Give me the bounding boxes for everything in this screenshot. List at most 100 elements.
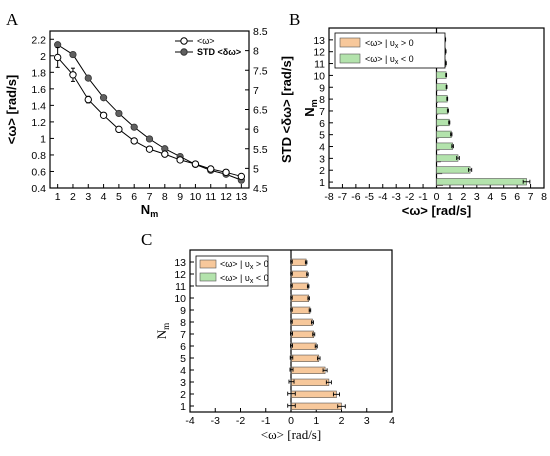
panel-a-std-point [130,123,138,131]
panel-letter-b: B [289,10,300,29]
panel-b-x-tick-label: -7 [338,191,347,203]
panel-c-bar [290,270,308,278]
panel-b-y-axis-label: Nm [302,99,319,116]
panel-a-x-tick-label: 12 [220,191,232,203]
panel-a-x-tick-label: 2 [70,191,76,203]
panel-c-bar [290,330,315,338]
panel-a-left-tick-label: 0.8 [31,150,46,162]
panel-a-left-tick-label: 0.6 [31,166,46,178]
panel-a-omega-point [237,172,246,181]
panel-c-bar [290,366,326,374]
panel-c-bar [290,294,309,302]
panel-letter-a: A [6,10,19,29]
panel-c-x-tick-label: -2 [236,415,245,427]
panel-a-std-point [54,41,62,49]
panel-a-series-std-line [57,44,242,181]
panel-c-bar [290,318,313,326]
panel-a-x-tick-label: 5 [116,191,122,203]
panel-b-bar [436,166,471,174]
panel-b-y-tick-label: 12 [313,47,325,59]
panel-a-right-tick-label: 5 [253,163,259,175]
panel-c-y-tick-label: 5 [180,353,186,365]
panel-c-y-tick-label: 4 [180,365,186,377]
panel-b-x-tick-label: -6 [351,191,360,203]
panel-a-legend-label: <ω> [197,36,215,46]
panel-b-x-tick-label: 1 [447,191,453,203]
panel-b-x-tick-label: 3 [474,191,480,203]
panel-b-bar [436,142,453,150]
panel-b-legend-swatch-negative [339,53,361,64]
panel-a-legend-marker [180,48,188,56]
panel-c-x-tick-label: 3 [364,415,370,427]
panel-b-x-tick-label: 4 [487,191,493,203]
panel-a-right-tick-label: 7 [253,85,259,97]
panel-b-x-tick-label: -1 [418,191,427,203]
panel-b-y-tick-label: 5 [319,130,325,142]
panel-c-bar [290,282,309,290]
panel-c-y-tick-label: 7 [180,329,186,341]
panel-a-left-tick-label: 1.8 [31,67,46,79]
panel-c-y-tick-label: 13 [174,257,186,269]
panel-a-chart: 1 2 3 4 5 6 7 8 9 10 11 12 130.40.60.811.21.41.61.82… [4,26,294,219]
panel-c-bar [290,390,337,398]
panel-c-x-tick-label: -1 [261,415,270,427]
panel-a-omega-point [99,111,108,119]
panel-a-left-tick-label: 1.2 [31,117,46,129]
panel-b-bar [436,83,447,91]
panel-b-x-tick-label: 8 [541,191,547,203]
panel-b-legend-swatch-positive [339,37,361,48]
panel-a-std-point [69,50,77,59]
panel-a-x-tick-label: 1 [55,191,61,203]
panel-a-std-point [145,135,154,143]
panel-a-left-tick-label: 0.4 [31,183,46,195]
panel-b-x-tick-label: 6 [514,191,520,203]
panel-c-x-tick-label: -3 [211,415,220,427]
panel-a-x-tick-label: 13 [236,191,248,203]
panel-a-omega-point [115,125,123,134]
panel-a-right-tick-label: 4.5 [253,183,268,195]
panel-a-omega-point [69,71,77,79]
panel-b-bar [436,118,450,127]
panel-c-bar [290,342,317,350]
panel-b-x-tick-label: 0 [434,191,440,203]
panel-c-legend-swatch-negative [199,272,217,282]
panel-c-y-tick-label: 1 [180,401,186,413]
panel-c-y-tick-label: 9 [180,305,186,317]
panel-a-right-tick-label: 7.5 [253,65,268,77]
panel-a-x-tick-label: 9 [177,191,183,203]
panel-b-y-tick-label: 2 [319,165,325,177]
panel-b-x-tick-label: -5 [365,191,374,203]
panel-b-y-tick-label: 9 [319,82,325,94]
panel-a-legend-label: STD <δω> [197,47,241,57]
panel-a-left-tick-label: 1.6 [31,84,46,96]
panel-a-right-tick-label: 6.5 [253,105,268,117]
panel-b-x-tick-label: 7 [528,191,534,203]
panel-c-legend-label-positive: <ω> | υx > 0 [220,259,269,271]
panel-b-y-tick-label: 1 [319,177,325,189]
panel-b-bar [436,107,449,115]
panel-a-right-tick-label: 8.5 [253,26,268,38]
panel-b-y-tick-label: 11 [314,59,325,71]
panel-b-bar [436,178,527,186]
panel-a-omega-point [176,156,184,164]
panel-c-legend-label-negative: <ω> | υx < 0 [220,273,269,285]
panel-a-omega-point [161,150,169,158]
panel-a-std-point [84,74,92,82]
panel-a-legend-marker [180,37,188,45]
panel-c-legend-swatch-positive [199,259,217,269]
panel-b-legend-label-negative: <ω> | υx < 0 [365,54,414,66]
panel-c-y-tick-label: 11 [175,281,186,293]
panel-letter-c: C [141,230,152,249]
panel-a-omega-point [207,165,215,173]
panel-a-left-tick-label: 1 [40,133,46,145]
panel-a-omega-point [145,145,154,153]
panel-a-x-tick-label: 6 [131,191,137,203]
panel-b-y-tick-label: 10 [313,70,325,82]
panel-c-x-tick-label: 4 [389,415,395,427]
panel-a-x-tick-label: 7 [147,191,153,203]
panel-c-y-axis-label: Nm [154,323,171,339]
panel-c-bar [290,306,311,314]
panel-a-left-tick-label: 2 [40,51,46,63]
panel-b-bar [436,95,448,103]
